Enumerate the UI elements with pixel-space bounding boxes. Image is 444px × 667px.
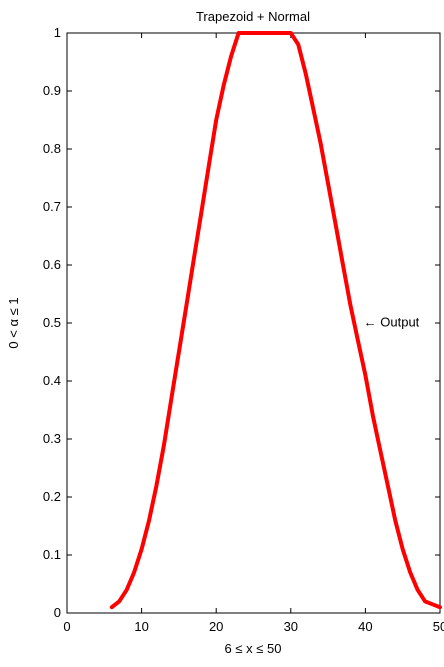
y-tick-label: 0.5 — [43, 315, 61, 330]
y-axis: 0 0.1 0.2 0.3 0.4 0.5 0.6 0.7 0.8 0.9 1 — [43, 25, 440, 620]
y-tick-label: 0.4 — [43, 373, 61, 388]
x-axis: 0 10 20 30 40 50 — [63, 33, 444, 634]
annotation: ← Output — [364, 314, 420, 329]
y-tick-label: 0.9 — [43, 83, 61, 98]
y-axis-label: 0 < α ≤ 1 — [6, 297, 21, 348]
x-tick-label: 10 — [134, 619, 148, 634]
y-tick-label: 0 — [54, 605, 61, 620]
y-tick-label: 0.2 — [43, 489, 61, 504]
x-tick-label: 50 — [433, 619, 444, 634]
x-tick-label: 20 — [209, 619, 223, 634]
x-axis-label: 6 ≤ x ≤ 50 — [225, 641, 282, 656]
y-tick-label: 0.3 — [43, 431, 61, 446]
series-group — [109, 31, 442, 610]
y-tick-label: 0.6 — [43, 257, 61, 272]
y-tick-label: 1 — [54, 25, 61, 40]
y-tick-label: 0.1 — [43, 547, 61, 562]
chart-title: Trapezoid + Normal — [196, 9, 310, 24]
x-tick-label: 0 — [63, 619, 70, 634]
y-tick-label: 0.7 — [43, 199, 61, 214]
plot-area — [66, 32, 441, 614]
y-tick-label: 0.8 — [43, 141, 61, 156]
annotation-text: ← Output — [364, 314, 420, 329]
x-tick-label: 40 — [358, 619, 372, 634]
x-tick-label: 30 — [284, 619, 298, 634]
series-line — [109, 31, 442, 610]
